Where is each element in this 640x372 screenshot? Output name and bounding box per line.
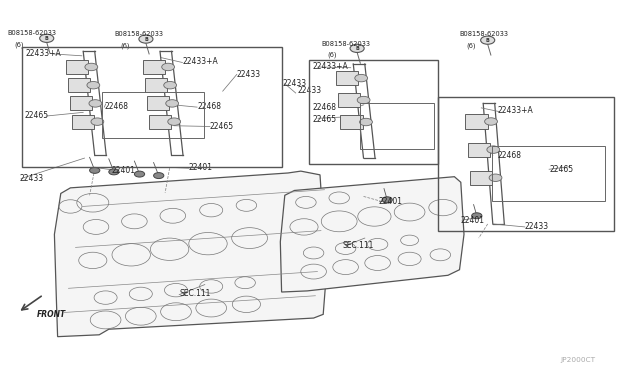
Bar [338,93,360,107]
Bar [145,78,167,92]
Circle shape [484,118,497,125]
Circle shape [90,167,100,173]
Text: 22468: 22468 [197,102,221,110]
Text: 22433: 22433 [298,86,322,94]
Bar [468,142,490,157]
Text: B08158-62033: B08158-62033 [460,31,509,37]
Bar [492,146,605,201]
Circle shape [489,174,502,182]
Text: 22433: 22433 [19,174,44,183]
Polygon shape [280,177,464,292]
Circle shape [357,96,370,104]
Text: (6): (6) [14,42,24,48]
Text: SEC.111: SEC.111 [179,289,211,298]
Text: 22401: 22401 [461,216,485,225]
Circle shape [487,146,500,153]
Circle shape [89,100,102,107]
Circle shape [350,44,364,52]
Circle shape [134,171,145,177]
Circle shape [166,100,179,107]
Text: B: B [355,46,359,51]
Bar [68,78,90,92]
Text: 22433+A: 22433+A [26,49,61,58]
Bar [335,71,358,85]
Bar [148,115,171,129]
Text: 22401: 22401 [189,163,212,172]
Bar [438,97,614,231]
Text: 22465: 22465 [312,115,337,124]
Circle shape [40,34,54,42]
Circle shape [164,81,177,89]
Text: 22433: 22433 [525,222,549,231]
Text: FRONT: FRONT [37,310,67,319]
Text: B: B [45,36,49,41]
Circle shape [91,118,104,125]
Polygon shape [54,171,330,337]
Circle shape [162,63,175,71]
Circle shape [139,35,153,43]
Bar [22,46,282,167]
Bar [143,60,165,74]
Text: 22433+A: 22433+A [182,57,218,66]
Text: (6): (6) [120,42,130,49]
Text: 22468: 22468 [498,151,522,160]
Bar [102,92,204,138]
Text: B08158-62033: B08158-62033 [8,31,57,36]
Text: 22433: 22433 [237,70,261,79]
Bar [72,115,94,129]
Text: 22401: 22401 [379,197,403,206]
Text: B08158-62033: B08158-62033 [321,41,371,46]
Circle shape [154,173,164,179]
Text: 22465: 22465 [210,122,234,131]
Bar [309,60,438,164]
Bar [360,103,434,149]
Text: B: B [486,38,490,43]
Text: B: B [144,36,148,42]
Circle shape [481,36,495,44]
Bar [340,115,363,129]
Text: 22465: 22465 [24,111,49,120]
Bar [147,96,169,110]
Circle shape [382,197,392,203]
Text: 22433+A: 22433+A [312,62,348,71]
Text: 22433+A: 22433+A [498,106,534,115]
Text: 22401: 22401 [112,166,136,174]
Bar [465,115,488,129]
Circle shape [355,74,367,82]
Text: 22468: 22468 [104,102,128,110]
Bar [470,171,492,185]
Circle shape [87,81,100,89]
Text: 22465: 22465 [549,165,573,174]
Bar [66,60,88,74]
Text: B08158-62033: B08158-62033 [114,31,163,37]
Circle shape [168,118,180,125]
Text: 22433: 22433 [283,79,307,88]
Text: (6): (6) [328,52,337,58]
Text: JP2000CT: JP2000CT [560,357,595,363]
Circle shape [472,213,482,219]
Text: 22468: 22468 [312,103,337,112]
Circle shape [109,169,119,175]
Circle shape [85,63,98,71]
Text: (6): (6) [466,42,476,49]
Circle shape [360,118,372,126]
Text: SEC.111: SEC.111 [342,241,374,250]
Bar [70,96,92,110]
